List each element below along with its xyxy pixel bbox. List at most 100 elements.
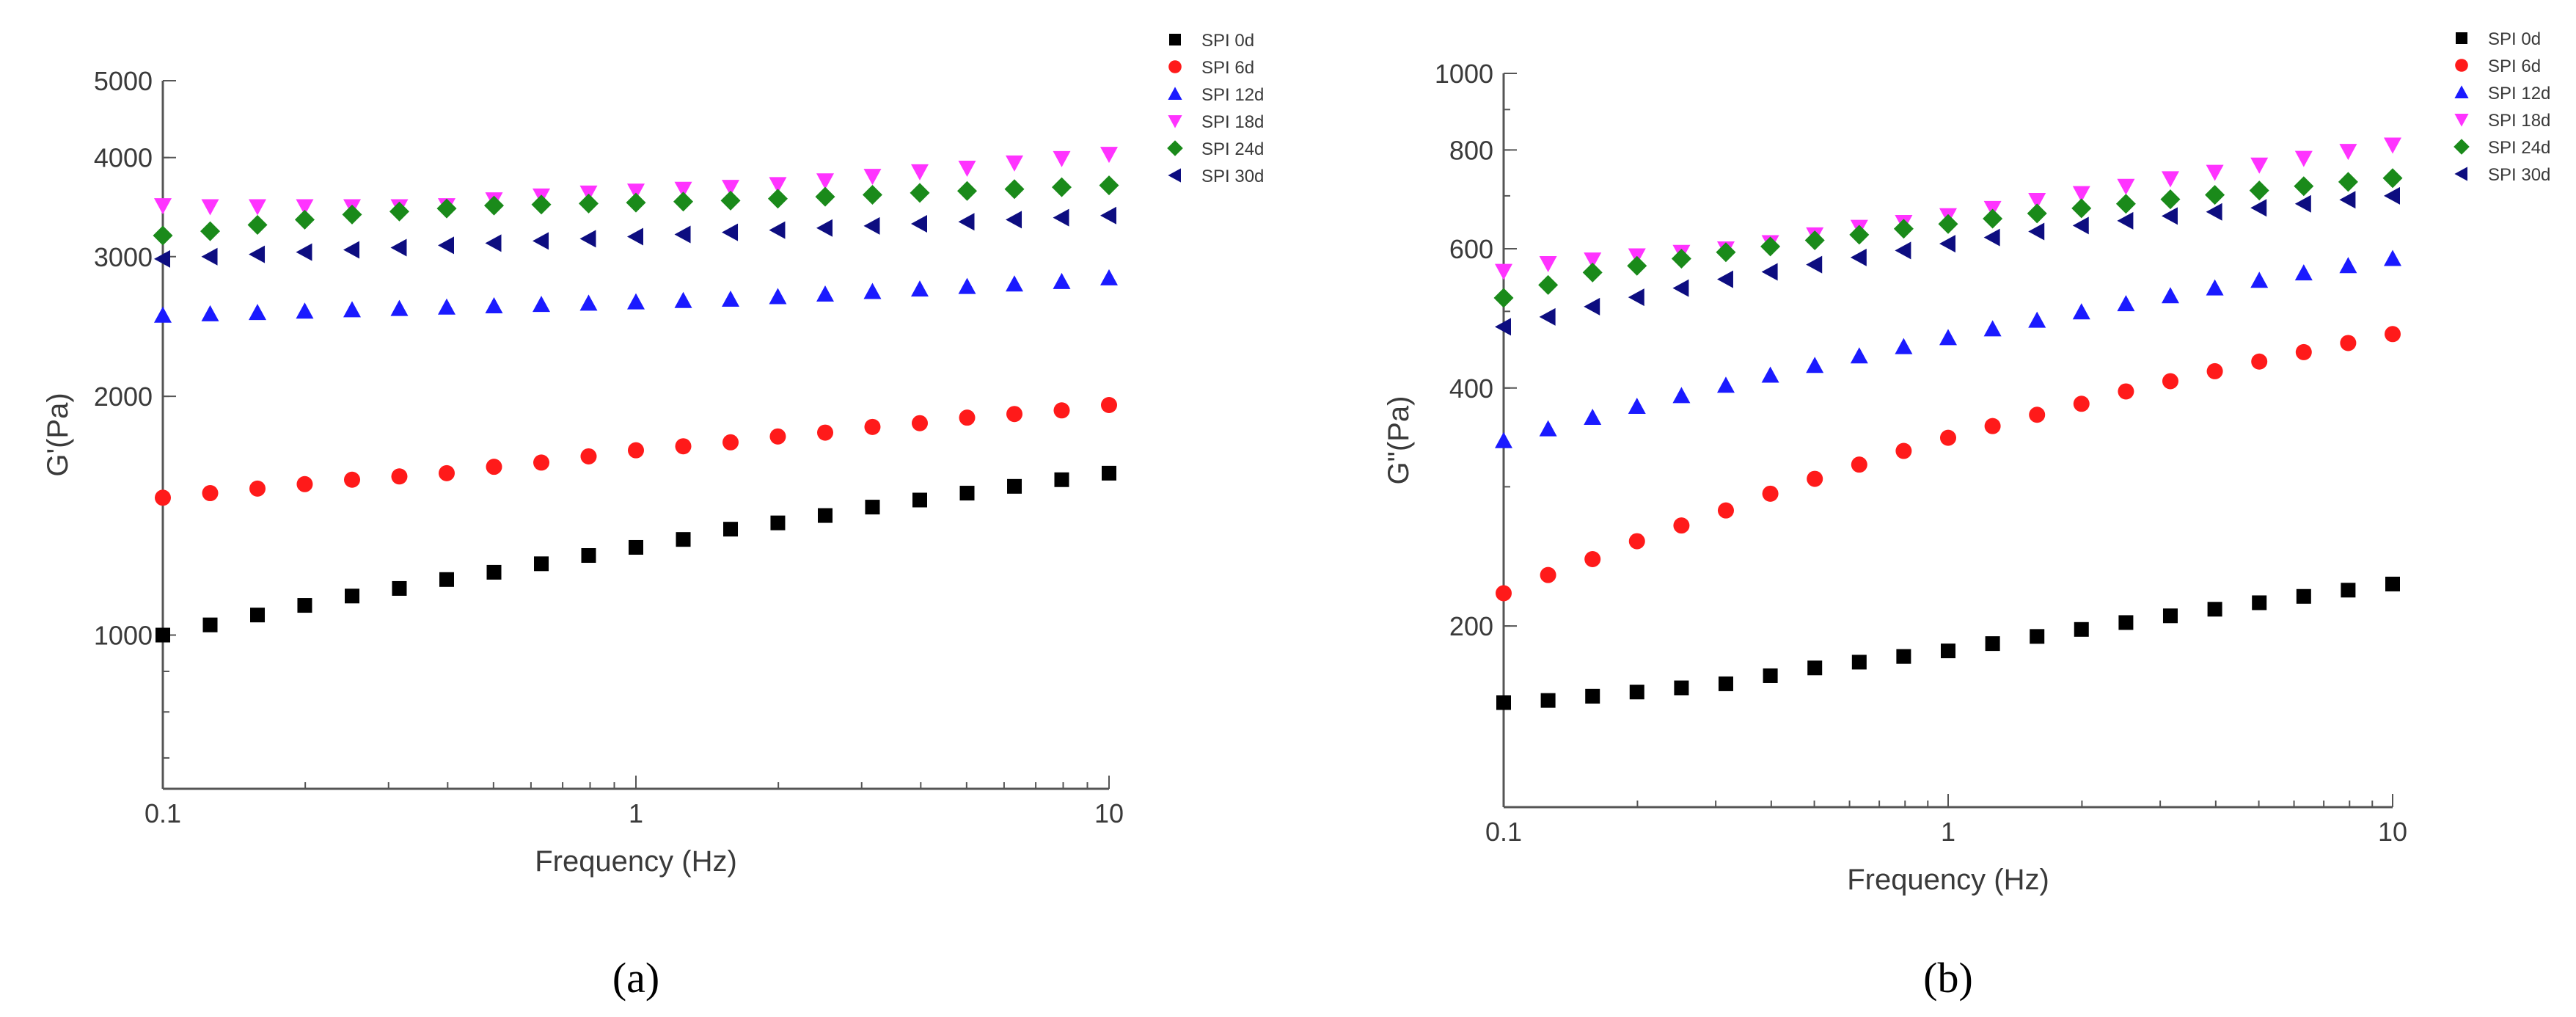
data-point — [296, 199, 314, 216]
series-spi-12d — [1495, 249, 2401, 448]
data-point — [1849, 225, 1870, 245]
data-point — [436, 198, 457, 219]
data-point — [816, 285, 835, 302]
data-point — [912, 492, 927, 508]
data-point — [1671, 248, 1691, 269]
data-point — [1940, 429, 1956, 446]
data-point — [1850, 347, 1868, 364]
data-point — [1674, 680, 1689, 696]
legend: SPI 0d SPI 6d SPI 12d SPI 18d SPI 24d SPI 30d — [1167, 31, 1264, 186]
data-point — [864, 418, 881, 435]
data-point — [2340, 335, 2357, 351]
legend-marker-spi-6d — [1168, 60, 1182, 73]
data-point — [959, 409, 976, 426]
data-point — [1102, 465, 1116, 481]
data-point — [2029, 407, 2046, 423]
data-point — [2161, 287, 2179, 304]
data-point — [2162, 373, 2178, 390]
data-point — [863, 216, 880, 235]
data-point — [2027, 203, 2047, 224]
data-point — [1807, 470, 1823, 487]
legend: SPI 0d SPI 6d SPI 12d SPI 18d SPI 24d SPI 30d — [2454, 29, 2550, 185]
data-point — [1807, 660, 1823, 676]
data-point — [2250, 199, 2267, 217]
x-tick-label: 1 — [629, 798, 643, 828]
data-point — [2250, 157, 2269, 174]
data-point — [1100, 206, 1116, 225]
data-point — [2206, 362, 2223, 379]
data-point — [2207, 602, 2222, 617]
data-point — [1717, 502, 1734, 519]
data-point — [1672, 387, 1691, 404]
data-point — [957, 181, 978, 201]
data-point — [1054, 472, 1069, 487]
data-point — [1582, 262, 1603, 282]
data-point — [1984, 418, 2001, 434]
x-tick-label: 0.1 — [144, 798, 181, 828]
data-point — [344, 471, 361, 488]
legend-label-spi-30d: SPI 30d — [2488, 165, 2550, 185]
data-point — [2161, 207, 2178, 225]
data-point — [1673, 517, 1690, 534]
data-point — [1760, 236, 1781, 257]
data-point — [2250, 271, 2269, 288]
data-point — [1629, 685, 1644, 700]
data-point — [817, 424, 834, 441]
data-point — [1584, 252, 1602, 269]
data-point — [579, 185, 598, 202]
data-point — [863, 282, 882, 299]
data-point — [485, 234, 502, 252]
legend-label-spi-18d: SPI 18d — [2488, 111, 2550, 131]
data-point — [1895, 241, 1911, 260]
data-point — [958, 277, 976, 294]
data-point — [1850, 248, 1867, 266]
legend-marker-spi-24d — [2454, 139, 2470, 155]
data-point — [2028, 311, 2046, 328]
legend-marker-spi-12d — [2454, 85, 2469, 98]
data-point — [2072, 186, 2090, 203]
data-point — [1053, 272, 1071, 289]
chart-panel-b: 0.1 1 10 200 400 600 800 1000 Frequency (Hz) G"(P… — [1383, 29, 2550, 1002]
data-point — [1716, 242, 1736, 263]
data-point — [392, 580, 407, 596]
legend-label-spi-24d: SPI 24d — [1201, 139, 1264, 159]
data-point — [1628, 533, 1645, 550]
data-point — [958, 213, 975, 231]
data-point — [2339, 144, 2357, 161]
data-point — [2072, 303, 2090, 320]
data-point — [1985, 636, 2000, 652]
data-point — [2206, 164, 2224, 181]
series-spi-6d — [155, 397, 1117, 506]
panel-label: (b) — [1923, 954, 1973, 1002]
data-point — [1627, 255, 1647, 276]
data-point — [250, 608, 266, 623]
data-point — [1539, 255, 1557, 272]
data-point — [722, 434, 739, 451]
data-point — [2382, 168, 2403, 189]
data-point — [1053, 208, 1069, 227]
data-point — [1539, 307, 1556, 326]
data-point — [2252, 595, 2267, 610]
data-point — [153, 225, 173, 246]
data-point — [438, 464, 455, 481]
data-point — [1493, 288, 1514, 308]
data-point — [627, 227, 643, 246]
legend-label-spi-6d: SPI 6d — [2488, 56, 2541, 76]
data-point — [862, 185, 882, 205]
data-point — [2074, 622, 2089, 637]
series-spi-18d — [1495, 137, 2401, 280]
data-point — [2294, 150, 2313, 167]
data-point — [767, 189, 788, 209]
data-point — [1007, 478, 1022, 494]
y-tick-label: 600 — [1449, 234, 1493, 264]
data-point — [391, 468, 408, 485]
legend-marker-spi-6d — [2455, 59, 2468, 72]
data-point — [722, 180, 740, 197]
data-point — [769, 288, 787, 305]
data-point — [1053, 402, 1070, 419]
data-point — [2249, 181, 2269, 201]
data-point — [1495, 263, 1512, 280]
data-point — [2385, 576, 2400, 591]
legend-marker-spi-18d — [1168, 115, 1182, 128]
